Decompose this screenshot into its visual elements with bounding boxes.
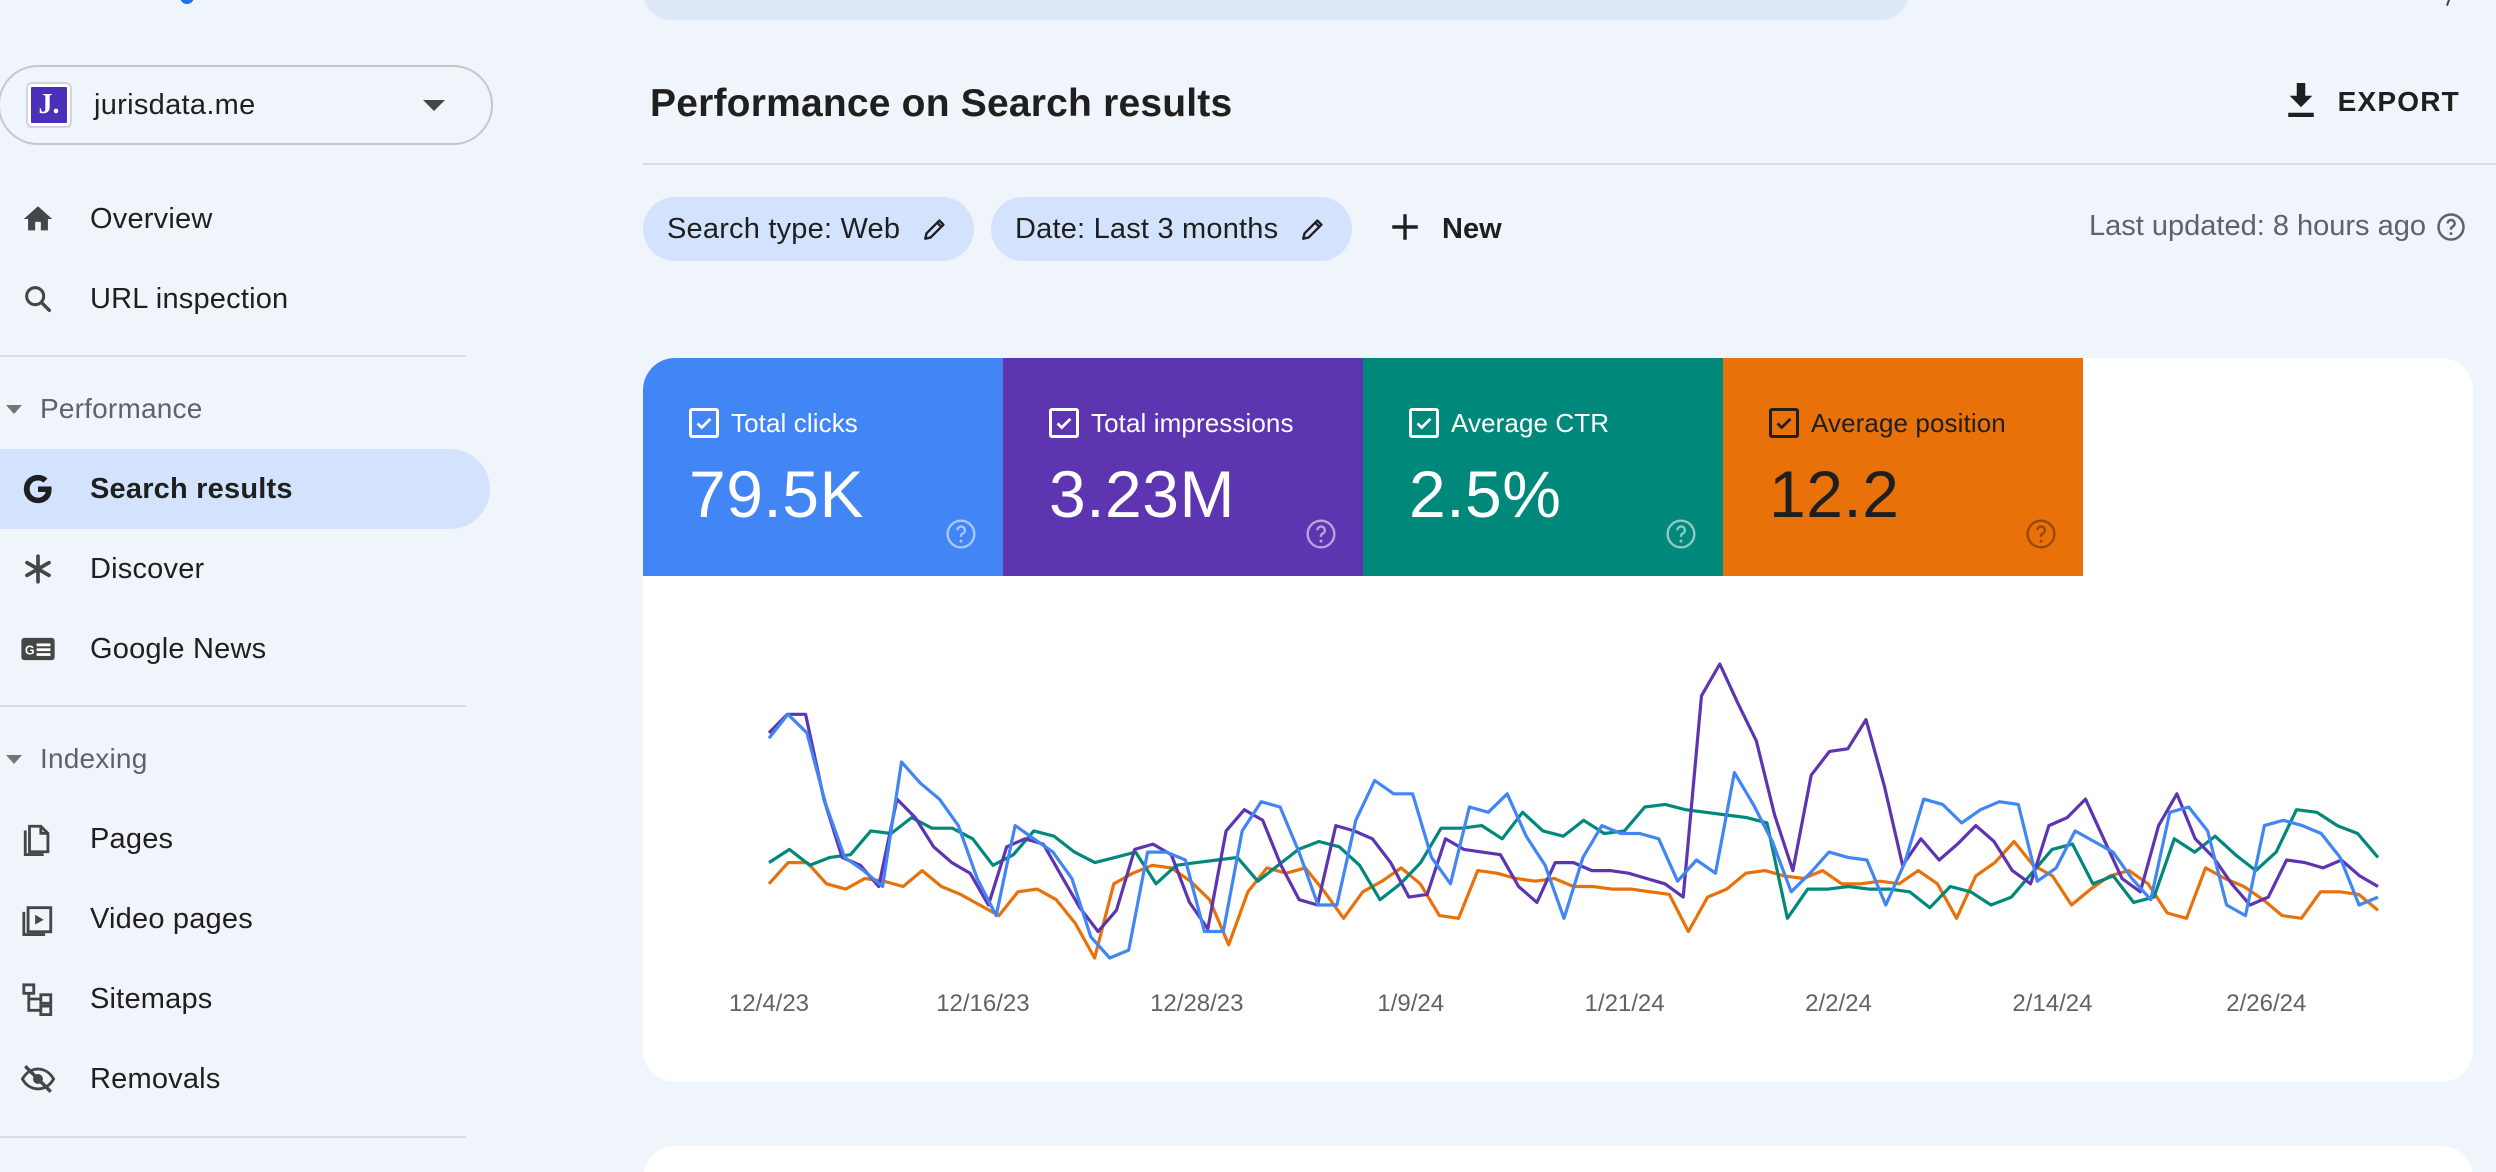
- product-logo-fragment: [180, 0, 194, 4]
- metric-label: Average CTR: [1451, 408, 1610, 438]
- news-icon: G: [20, 631, 56, 667]
- nav-item-sitemaps[interactable]: Sitemaps: [0, 959, 490, 1039]
- nav-item-url-inspection[interactable]: URL inspection: [0, 259, 490, 339]
- nav-item-video-pages[interactable]: Video pages: [0, 879, 490, 959]
- nav-item-pages[interactable]: Pages: [0, 799, 490, 879]
- page-title: Performance on Search results: [650, 82, 1233, 125]
- help-icon[interactable]: [945, 518, 977, 550]
- export-label: EXPORT: [2337, 86, 2460, 117]
- chevron-down-icon: [423, 100, 445, 111]
- header-divider: [643, 163, 2496, 165]
- metric-value: 79.5K: [689, 457, 864, 531]
- svg-text:G: G: [25, 644, 35, 658]
- help-icon[interactable]: [1305, 518, 1337, 550]
- help-icon[interactable]: [1665, 518, 1697, 550]
- chip-label: Search type: Web: [667, 212, 901, 245]
- sidebar-divider: [0, 355, 466, 357]
- help-icon[interactable]: [2436, 212, 2466, 242]
- x-tick-label: 2/2/24: [1805, 990, 1872, 1017]
- section-toggle-indexing[interactable]: Indexing: [0, 737, 147, 781]
- nav-label: Search results: [90, 472, 293, 505]
- checkbox-checked-icon[interactable]: [1769, 408, 1799, 438]
- pencil-icon: [922, 216, 948, 242]
- metric-tile-total-impressions[interactable]: Total impressions 3.23M: [1003, 358, 1363, 576]
- property-favicon: J.: [26, 82, 72, 128]
- nav-label: Removals: [90, 1062, 221, 1095]
- search-bar-fragment[interactable]: [643, 0, 1909, 20]
- filter-chip-search-type[interactable]: Search type: Web: [643, 197, 975, 261]
- nav-label: Google News: [90, 632, 267, 665]
- nav-label: Video pages: [90, 902, 253, 935]
- plus-icon: [1388, 210, 1422, 249]
- section-toggle-performance[interactable]: Performance: [0, 387, 203, 431]
- asterisk-icon: [20, 551, 56, 587]
- caret-down-icon: [6, 754, 22, 764]
- metric-value: 12.2: [1769, 457, 1900, 531]
- metric-label: Total impressions: [1091, 408, 1294, 438]
- series-line-total-clicks[interactable]: [767, 712, 2379, 960]
- nav-item-google-news[interactable]: G Google News: [0, 609, 490, 689]
- export-button[interactable]: EXPORT: [2284, 78, 2460, 126]
- last-updated: Last updated: 8 hours ago: [2089, 210, 2466, 243]
- section-label: Indexing: [40, 743, 148, 774]
- x-tick-label: 1/9/24: [1377, 990, 1444, 1017]
- performance-chart[interactable]: 12/4/23 12/16/23 12/28/23 1/9/24 1/21/24 2/2/…: [643, 576, 2473, 1082]
- pencil-icon: [1300, 216, 1326, 242]
- chip-label: Date: Last 3 months: [1015, 212, 1279, 245]
- sidebar: J. jurisdata.me Overview URL inspection …: [0, 0, 500, 1172]
- x-tick-label: 2/26/24: [2226, 990, 2306, 1017]
- metric-label: Average position: [1811, 408, 2006, 438]
- download-icon: [2284, 80, 2318, 125]
- metric-tile-average-ctr[interactable]: Average CTR 2.5%: [1363, 358, 1723, 576]
- new-filter-button[interactable]: New: [1388, 201, 1502, 257]
- search-icon: [20, 281, 56, 317]
- metric-value: 3.23M: [1049, 457, 1235, 531]
- nav-item-discover[interactable]: Discover: [0, 529, 490, 609]
- nav-label: Discover: [90, 552, 205, 585]
- metric-tile-total-clicks[interactable]: Total clicks 79.5K: [643, 358, 1003, 576]
- checkbox-checked-icon[interactable]: [689, 408, 719, 438]
- nav-label: Sitemaps: [90, 982, 213, 1015]
- new-label: New: [1442, 212, 1502, 245]
- account-fragment: [2446, 0, 2452, 6]
- x-tick-label: 12/28/23: [1150, 990, 1243, 1017]
- help-icon[interactable]: [2025, 518, 2057, 550]
- x-tick-label: 12/4/23: [729, 990, 809, 1017]
- pages-icon: [20, 821, 56, 857]
- checkbox-checked-icon[interactable]: [1049, 408, 1079, 438]
- next-card: [643, 1146, 2473, 1172]
- nav-label: URL inspection: [90, 282, 289, 315]
- metric-label: Total clicks: [731, 408, 858, 438]
- sidebar-divider: [0, 1136, 466, 1138]
- x-tick-label: 2/14/24: [2012, 990, 2092, 1017]
- nav-item-overview[interactable]: Overview: [0, 179, 490, 259]
- nav-item-removals[interactable]: Removals: [0, 1039, 490, 1119]
- sitemap-icon: [20, 981, 56, 1017]
- series-line-average-ctr[interactable]: [768, 802, 2380, 920]
- metric-tile-average-position[interactable]: Average position 12.2: [1723, 358, 2083, 576]
- sidebar-divider: [0, 705, 466, 707]
- x-tick-label: 1/21/24: [1585, 990, 1665, 1017]
- video-page-icon: [20, 901, 56, 937]
- checkbox-checked-icon[interactable]: [1409, 408, 1439, 438]
- nav-item-search-results[interactable]: Search results: [0, 449, 490, 529]
- performance-card: Total clicks 79.5K Total impressions 3.23M A…: [643, 358, 2473, 1082]
- eye-off-icon: [20, 1061, 56, 1097]
- property-name: jurisdata.me: [94, 88, 256, 121]
- caret-down-icon: [6, 404, 22, 414]
- x-tick-label: 12/16/23: [936, 990, 1029, 1017]
- metric-value: 2.5%: [1409, 457, 1562, 531]
- section-label: Performance: [40, 393, 203, 424]
- property-selector[interactable]: J. jurisdata.me: [0, 65, 493, 145]
- filter-chip-date[interactable]: Date: Last 3 months: [991, 197, 1353, 261]
- series-line-average-position[interactable]: [767, 839, 2380, 960]
- google-g-icon: [20, 471, 56, 507]
- last-updated-text: Last updated: 8 hours ago: [2089, 210, 2426, 242]
- home-icon: [20, 201, 56, 237]
- nav-label: Overview: [90, 202, 213, 235]
- nav-label: Pages: [90, 822, 174, 855]
